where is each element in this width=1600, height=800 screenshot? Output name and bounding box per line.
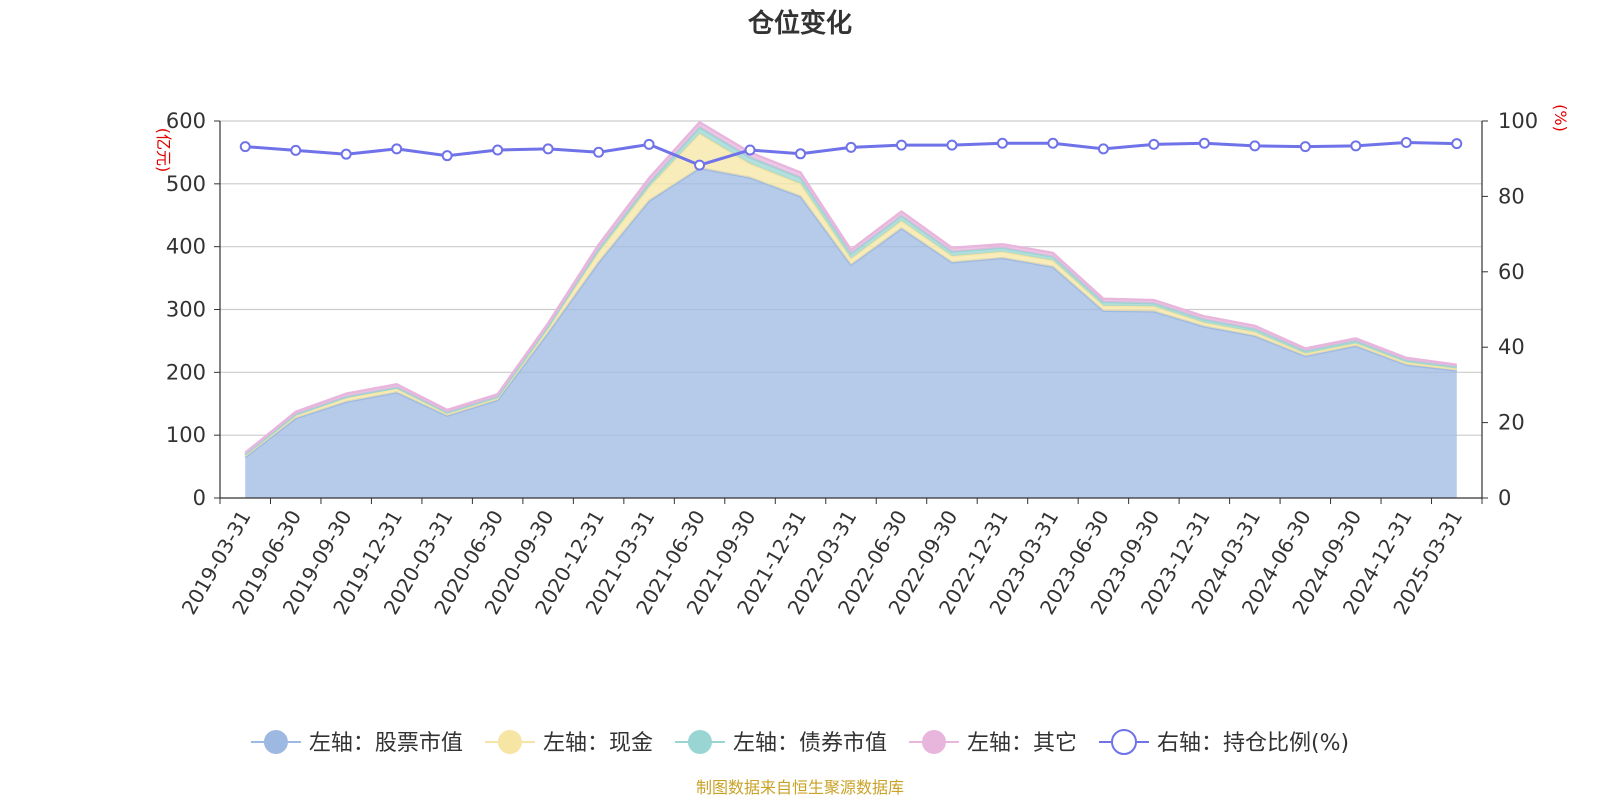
- right-tick-label: 100: [1498, 109, 1538, 133]
- ratio-point: [441, 150, 453, 162]
- ratio-point: [996, 137, 1008, 149]
- ratio-point: [744, 144, 756, 156]
- left-tick-label: 100: [166, 423, 206, 447]
- area-左轴：股票市值: [245, 168, 1457, 498]
- ratio-point: [290, 144, 302, 156]
- ratio-point: [1249, 140, 1261, 152]
- ratio-point: [1198, 137, 1210, 149]
- area-layer: [244, 120, 1457, 498]
- ratio-point: [845, 141, 857, 153]
- left-tick-label: 400: [166, 235, 206, 259]
- ratio-line-layer: [239, 136, 1463, 171]
- ratio-point: [1047, 137, 1059, 149]
- left-axis-unit: (亿元): [154, 128, 173, 173]
- legend-label: 左轴：债券市值: [733, 731, 887, 756]
- legend-label: 左轴：其它: [967, 731, 1077, 756]
- ratio-point: [1299, 141, 1311, 153]
- right-tick-label: 80: [1498, 184, 1525, 208]
- left-tick-label: 600: [166, 109, 206, 133]
- chart-title: 仓位变化: [747, 8, 852, 39]
- ratio-point: [340, 148, 352, 160]
- right-tick-label: 60: [1498, 260, 1525, 284]
- source-note: 制图数据来自恒生聚源数据库: [696, 778, 904, 797]
- right-tick-label: 20: [1498, 411, 1525, 435]
- legend-marker: [263, 730, 288, 754]
- left-tick-label: 500: [166, 172, 206, 196]
- ratio-point: [239, 141, 251, 153]
- ratio-point: [391, 143, 403, 155]
- ratio-point: [895, 139, 907, 151]
- area-edge-左轴：其它: [244, 120, 1457, 454]
- legend: 左轴：股票市值 左轴：现金 左轴：债券市值 左轴：其它 右轴：持仓比例(%): [250, 729, 1349, 756]
- ratio-point: [1451, 138, 1463, 150]
- ratio-point: [1350, 140, 1362, 152]
- ratio-point: [946, 139, 958, 151]
- legend-label: 右轴：持仓比例(%): [1157, 731, 1349, 756]
- ratio-point: [1097, 143, 1109, 155]
- legend-marker: [1110, 729, 1137, 755]
- ratio-point: [542, 143, 554, 155]
- ratio-point: [1400, 136, 1412, 148]
- legend-label: 左轴：股票市值: [309, 731, 463, 756]
- ratio-point: [643, 138, 655, 150]
- ratio-point: [492, 144, 504, 156]
- left-tick-label: 0: [193, 486, 206, 510]
- right-tick-label: 40: [1498, 335, 1525, 359]
- legend-label: 左轴：现金: [543, 731, 653, 756]
- legend-marker: [497, 730, 522, 754]
- legend-marker: [921, 730, 946, 754]
- ratio-point: [795, 148, 807, 160]
- right-axis-unit: (%): [1551, 104, 1570, 132]
- legend-marker: [687, 730, 712, 754]
- ratio-point: [1148, 138, 1160, 150]
- ratio-point: [694, 159, 706, 171]
- left-tick-label: 300: [166, 298, 206, 322]
- right-tick-label: 0: [1498, 486, 1511, 510]
- left-tick-label: 200: [166, 360, 206, 384]
- ratio-point: [593, 146, 605, 158]
